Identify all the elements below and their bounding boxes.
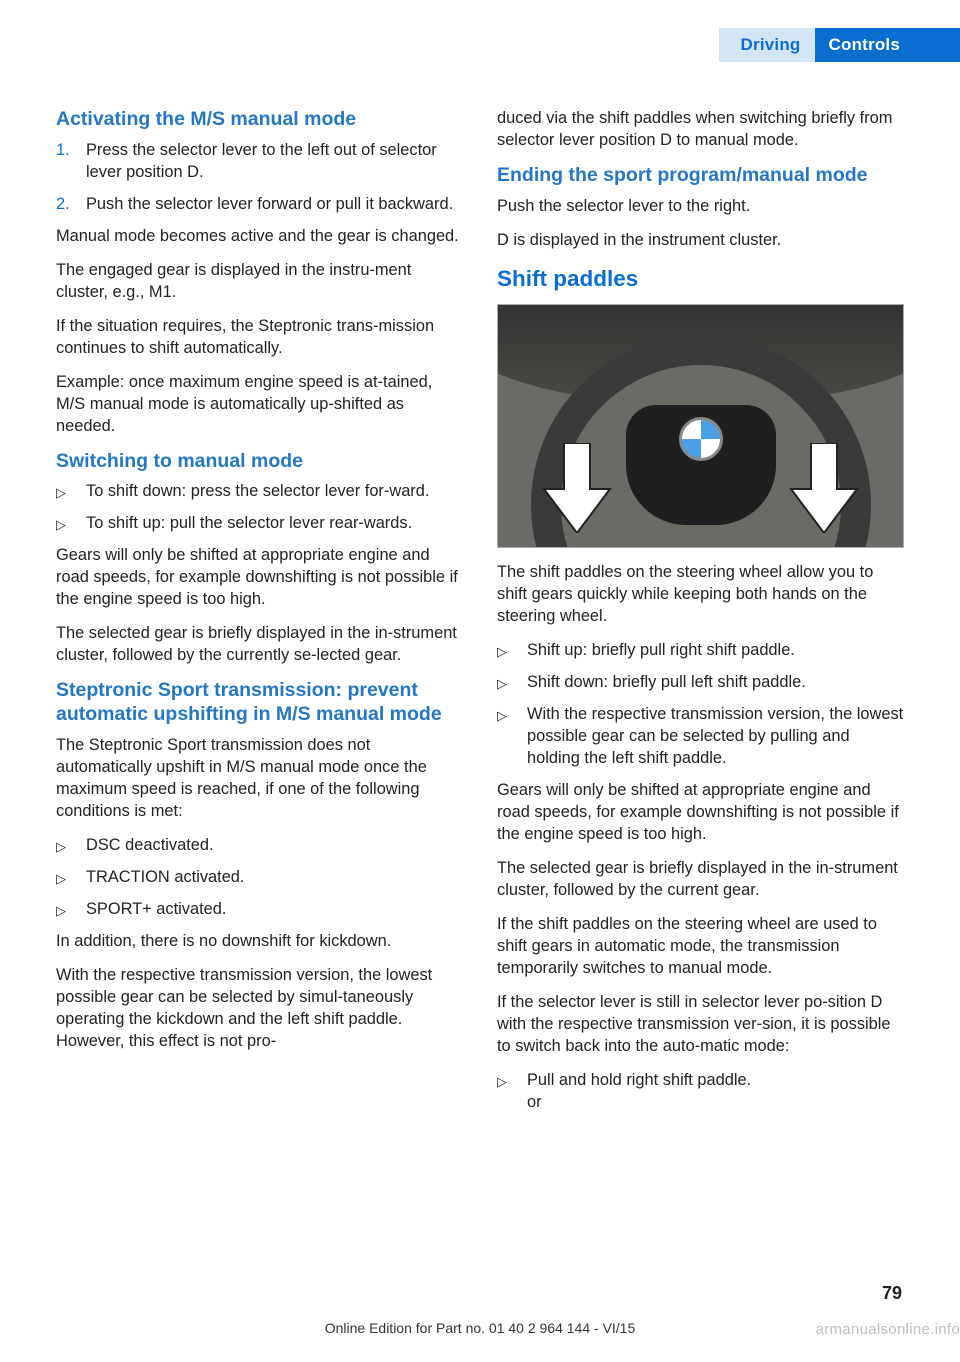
ul-text: Pull and hold right shift paddle. or bbox=[527, 1070, 904, 1114]
paragraph: D is displayed in the instrument cluster… bbox=[497, 230, 904, 252]
ul-text: To shift down: press the selector lever … bbox=[86, 481, 463, 503]
ul-item: ▷ To shift down: press the selector leve… bbox=[56, 481, 463, 503]
ol-number: 1. bbox=[56, 140, 86, 184]
heading-shift-paddles: Shift paddles bbox=[497, 264, 904, 294]
paragraph: Manual mode becomes active and the gear … bbox=[56, 226, 463, 248]
ol-text: Push the selector lever forward or pull … bbox=[86, 194, 463, 216]
ul-item: ▷ Shift down: briefly pull left shift pa… bbox=[497, 672, 904, 694]
paragraph: Gears will only be shifted at appropriat… bbox=[497, 780, 904, 846]
bullet-icon: ▷ bbox=[497, 640, 527, 662]
bullet-icon: ▷ bbox=[56, 481, 86, 503]
paragraph: Example: once maximum engine speed is at… bbox=[56, 372, 463, 438]
ul-item: ▷ Shift up: briefly pull right shift pad… bbox=[497, 640, 904, 662]
paragraph: The Steptronic Sport transmission does n… bbox=[56, 735, 463, 823]
header-chapter-label: Controls bbox=[815, 28, 960, 62]
ul-item: ▷ To shift up: pull the selector lever r… bbox=[56, 513, 463, 535]
ul-text: To shift up: pull the selector lever rea… bbox=[86, 513, 463, 535]
ol-number: 2. bbox=[56, 194, 86, 216]
header-section-label: Driving bbox=[719, 28, 815, 62]
bullet-icon: ▷ bbox=[497, 704, 527, 770]
arrow-down-right-icon bbox=[789, 443, 859, 533]
paragraph: Push the selector lever to the right. bbox=[497, 196, 904, 218]
shift-paddles-image bbox=[497, 304, 904, 548]
ul-text: Shift up: briefly pull right shift paddl… bbox=[527, 640, 904, 662]
right-column: duced via the shift paddles when switchi… bbox=[497, 108, 904, 1124]
arrow-down-left-icon bbox=[542, 443, 612, 533]
ol-item: 2. Push the selector lever forward or pu… bbox=[56, 194, 463, 216]
paragraph: The engaged gear is displayed in the ins… bbox=[56, 260, 463, 304]
ul-text: Shift down: briefly pull left shift padd… bbox=[527, 672, 904, 694]
page-body: Activating the M/S manual mode 1. Press … bbox=[56, 108, 904, 1124]
ul-item: ▷ TRACTION activated. bbox=[56, 867, 463, 889]
bullet-icon: ▷ bbox=[497, 1070, 527, 1114]
paragraph: The selected gear is briefly displayed i… bbox=[56, 623, 463, 667]
page-number: 79 bbox=[882, 1283, 902, 1304]
paragraph: duced via the shift paddles when switchi… bbox=[497, 108, 904, 152]
ul-text: DSC deactivated. bbox=[86, 835, 463, 857]
ul-item: ▷ With the respective transmission versi… bbox=[497, 704, 904, 770]
heading-steptronic: Steptronic Sport transmission: prevent a… bbox=[56, 679, 463, 727]
ol-text: Press the selector lever to the left out… bbox=[86, 140, 463, 184]
ul-item: ▷ DSC deactivated. bbox=[56, 835, 463, 857]
ul-item: ▷ Pull and hold right shift paddle. or bbox=[497, 1070, 904, 1114]
paragraph: In addition, there is no downshift for k… bbox=[56, 931, 463, 953]
ul-item: ▷ SPORT+ activated. bbox=[56, 899, 463, 921]
bullet-icon: ▷ bbox=[56, 513, 86, 535]
bullet-icon: ▷ bbox=[497, 672, 527, 694]
heading-switching: Switching to manual mode bbox=[56, 450, 463, 474]
paragraph: With the respective transmission version… bbox=[56, 965, 463, 1053]
paragraph: Gears will only be shifted at appropriat… bbox=[56, 545, 463, 611]
paragraph: The selected gear is briefly displayed i… bbox=[497, 858, 904, 902]
watermark-text: armanualsonline.info bbox=[816, 1321, 960, 1338]
bullet-icon: ▷ bbox=[56, 867, 86, 889]
paragraph: If the shift paddles on the steering whe… bbox=[497, 914, 904, 980]
bullet-icon: ▷ bbox=[56, 899, 86, 921]
paragraph: The shift paddles on the steering wheel … bbox=[497, 562, 904, 628]
ul-text: With the respective transmission version… bbox=[527, 704, 904, 770]
paragraph: If the selector lever is still in select… bbox=[497, 992, 904, 1058]
heading-ending: Ending the sport program/manual mode bbox=[497, 164, 904, 188]
ul-text: SPORT+ activated. bbox=[86, 899, 463, 921]
bullet-icon: ▷ bbox=[56, 835, 86, 857]
ol-item: 1. Press the selector lever to the left … bbox=[56, 140, 463, 184]
left-column: Activating the M/S manual mode 1. Press … bbox=[56, 108, 463, 1124]
header-bar: Driving Controls bbox=[719, 28, 960, 62]
paragraph: If the situation requires, the Steptroni… bbox=[56, 316, 463, 360]
ul-text: TRACTION activated. bbox=[86, 867, 463, 889]
bmw-logo-icon bbox=[679, 417, 723, 461]
heading-activating: Activating the M/S manual mode bbox=[56, 108, 463, 132]
